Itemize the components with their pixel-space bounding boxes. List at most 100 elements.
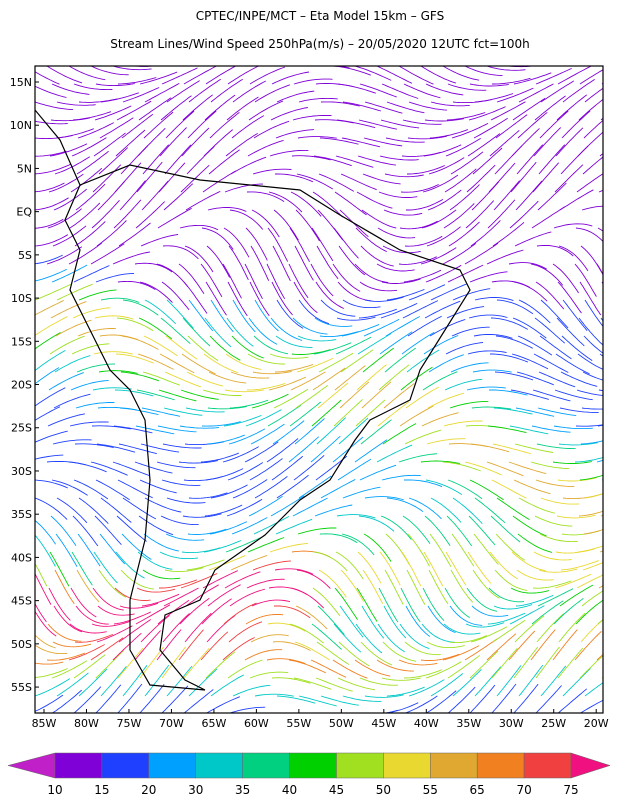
streamline (53, 393, 91, 409)
streamline (495, 533, 525, 561)
streamline (249, 458, 283, 481)
streamline (406, 199, 444, 211)
streamline (469, 271, 508, 283)
streamline (164, 567, 204, 573)
streamline (400, 366, 433, 391)
streamline (449, 605, 483, 626)
streamline (273, 605, 311, 619)
streamline (253, 335, 289, 355)
streamline (552, 263, 579, 294)
streamline (179, 224, 219, 231)
streamline (486, 461, 524, 477)
streamline (341, 137, 381, 148)
streamline (135, 201, 166, 229)
streamline (486, 633, 517, 661)
streamline (273, 388, 309, 409)
streamline (512, 317, 547, 339)
streamline (490, 515, 521, 543)
streamline (313, 155, 352, 167)
streamline (516, 569, 554, 581)
streamline (159, 127, 187, 157)
streamline (35, 234, 69, 247)
streamline (164, 371, 202, 388)
streamline (226, 317, 254, 347)
streamline (75, 605, 109, 625)
streamline (97, 605, 135, 616)
streamline (332, 263, 361, 292)
streamline (74, 221, 106, 247)
streamline (406, 569, 426, 605)
streamline (289, 623, 324, 644)
streamline (425, 83, 464, 96)
streamline (493, 180, 520, 211)
streamline (274, 363, 314, 373)
streamline (251, 599, 291, 607)
streamline (225, 536, 263, 553)
streamline (93, 132, 126, 157)
streamline (290, 587, 325, 609)
streamline (535, 479, 575, 487)
streamline (421, 412, 459, 427)
streamline (337, 281, 372, 302)
streamline (136, 389, 175, 401)
streamline (200, 631, 229, 661)
streamline (514, 231, 552, 247)
streamline (232, 299, 256, 333)
streamline (138, 515, 174, 536)
streamline (247, 537, 285, 553)
streamline (69, 421, 109, 427)
streamline (232, 80, 267, 103)
streamline (35, 316, 68, 336)
streamline (227, 281, 248, 317)
streamline (574, 456, 603, 463)
streamline (355, 227, 387, 253)
streamline (223, 227, 250, 258)
streamline (602, 641, 603, 642)
streamline (361, 209, 397, 229)
streamline (35, 182, 65, 193)
streamline (540, 80, 575, 103)
streamline (48, 587, 71, 621)
streamline (581, 205, 603, 211)
lon-label: 35W (456, 717, 481, 730)
streamline (272, 420, 305, 445)
streamline (288, 659, 326, 674)
streamline (119, 180, 146, 211)
colorbar-label: 15 (94, 783, 109, 797)
streamline (334, 191, 367, 216)
streamline (337, 83, 376, 94)
streamline (136, 161, 163, 193)
streamline (602, 246, 603, 247)
streamline (427, 392, 465, 409)
streamline (607, 300, 618, 332)
streamline (606, 336, 618, 359)
streamline (298, 475, 332, 499)
streamline (427, 605, 456, 634)
streamline (533, 551, 572, 561)
streamline (270, 495, 305, 517)
streamline (228, 621, 263, 643)
streamline (535, 281, 565, 310)
streamline (317, 382, 349, 409)
streamline (289, 227, 310, 263)
streamline (254, 299, 279, 332)
streamline (576, 574, 603, 589)
streamline (46, 246, 83, 265)
title: CPTEC/INPE/MCT – Eta Model 15km – GFS (196, 9, 444, 23)
streamline (310, 435, 341, 463)
streamline (430, 497, 462, 523)
colorbar-label: 70 (516, 783, 531, 797)
streamline (49, 143, 88, 157)
streamline (425, 690, 457, 713)
streamline (248, 100, 284, 121)
streamline (340, 349, 374, 373)
streamline (117, 683, 143, 713)
streamline (296, 173, 334, 190)
streamline (75, 402, 115, 409)
streamline (355, 399, 386, 427)
streamline (420, 66, 457, 84)
streamline (606, 115, 618, 138)
streamline (579, 655, 603, 679)
streamline (385, 316, 421, 337)
streamline (51, 83, 90, 95)
